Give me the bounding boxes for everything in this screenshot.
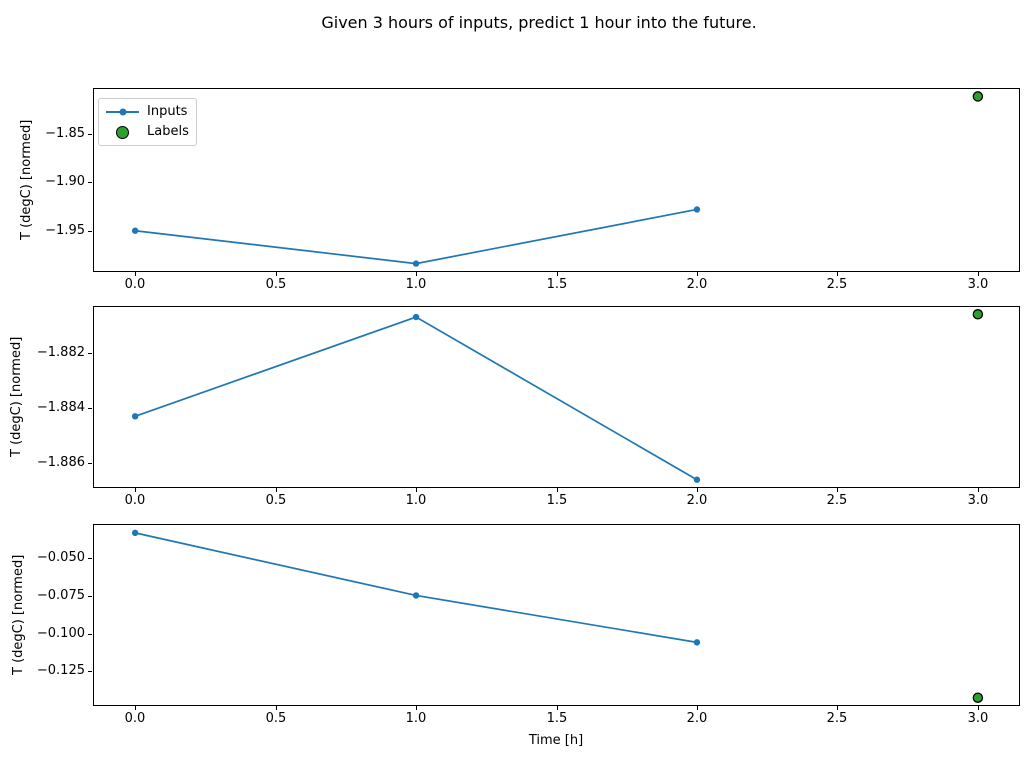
y-tick-mark: [88, 408, 92, 409]
subplot-1-canvas: [131, 91, 984, 267]
y-tick-label: −0.075: [36, 588, 85, 603]
x-tick-mark: [978, 488, 979, 492]
x-tick-mark: [416, 488, 417, 492]
x-tick-label: 0.5: [265, 277, 287, 292]
inputs-line-icon: [106, 108, 139, 116]
x-tick-mark: [837, 706, 838, 710]
legend-item-inputs: Inputs: [106, 103, 189, 121]
figure-title: Given 3 hours of inputs, predict 1 hour …: [321, 13, 757, 32]
inputs-line: [134, 532, 698, 644]
x-tick-label: 1.0: [405, 711, 427, 726]
x-tick-mark: [135, 706, 136, 710]
y-tick-mark: [88, 463, 92, 464]
x-tick-label: 1.5: [546, 711, 568, 726]
x-tick-label: 2.5: [826, 711, 848, 726]
subplot-1-plot-area: Inputs Labels: [93, 88, 1020, 272]
legend: Inputs Labels: [98, 98, 197, 146]
y-tick-mark: [88, 182, 92, 183]
y-tick-mark: [88, 634, 92, 635]
y-tick-mark: [88, 596, 92, 597]
x-tick-mark: [557, 272, 558, 276]
x-tick-mark: [416, 706, 417, 710]
labels-marker: [972, 91, 984, 102]
inputs-legend-swatch: [106, 108, 139, 116]
x-tick-mark: [557, 706, 558, 710]
x-tick-label: 2.5: [826, 493, 848, 508]
inputs-marker: [693, 206, 701, 213]
x-tick-label: 1.0: [405, 493, 427, 508]
x-tick-mark: [697, 272, 698, 276]
x-tick-mark: [837, 488, 838, 492]
inputs-marker: [693, 639, 701, 646]
x-tick-label: 3.0: [967, 711, 989, 726]
subplot-3-canvas: [131, 529, 984, 703]
y-tick-label: −0.100: [36, 626, 85, 641]
legend-label-labels: Labels: [147, 124, 189, 139]
y-tick-mark: [88, 134, 92, 135]
x-tick-mark: [557, 488, 558, 492]
subplot-2-plot-area: [93, 306, 1020, 488]
x-tick-mark: [135, 488, 136, 492]
inputs-marker: [131, 529, 139, 537]
labels-marker: [972, 692, 984, 703]
inputs-line: [135, 208, 698, 265]
x-tick-label: 2.0: [686, 711, 708, 726]
x-tick-mark: [697, 706, 698, 710]
labels-marker-icon: [116, 125, 129, 139]
x-tick-label: 2.0: [686, 277, 708, 292]
x-tick-mark: [276, 272, 277, 276]
x-tick-label: 0.5: [265, 493, 287, 508]
inputs-marker: [412, 260, 420, 267]
y-tick-label: −1.95: [45, 223, 85, 238]
legend-item-labels: Labels: [106, 123, 189, 141]
x-tick-label: 3.0: [967, 493, 989, 508]
x-tick-mark: [697, 488, 698, 492]
labels-legend-swatch: [106, 125, 139, 139]
y-tick-mark: [88, 353, 92, 354]
y-tick-label: −0.050: [36, 550, 85, 565]
x-tick-label: 0.0: [124, 277, 146, 292]
labels-marker: [972, 309, 984, 320]
inputs-marker-icon: [119, 108, 126, 116]
x-tick-label: 1.5: [546, 493, 568, 508]
x-tick-label: 0.0: [124, 493, 146, 508]
y-tick-label: −1.882: [36, 345, 85, 360]
x-tick-label: 2.5: [826, 277, 848, 292]
inputs-marker: [412, 313, 420, 321]
y-tick-mark: [88, 671, 92, 672]
y-tick-label: −1.90: [45, 174, 85, 189]
x-tick-mark: [978, 706, 979, 710]
y-tick-mark: [88, 231, 92, 232]
inputs-marker: [693, 476, 701, 483]
x-tick-label: 2.0: [686, 493, 708, 508]
x-tick-label: 0.5: [265, 711, 287, 726]
x-tick-mark: [837, 272, 838, 276]
inputs-marker: [131, 413, 139, 420]
x-tick-mark: [978, 272, 979, 276]
x-tick-mark: [276, 488, 277, 492]
legend-label-inputs: Inputs: [147, 104, 188, 119]
x-axis-label: Time [h]: [528, 733, 584, 748]
x-tick-label: 1.5: [546, 277, 568, 292]
inputs-line: [134, 316, 698, 481]
subplot-2-canvas: [131, 309, 984, 483]
x-tick-label: 3.0: [967, 277, 989, 292]
inputs-marker: [412, 592, 420, 599]
inputs-marker: [131, 227, 139, 234]
x-tick-mark: [276, 706, 277, 710]
y-tick-label: −1.886: [36, 455, 85, 470]
x-tick-mark: [416, 272, 417, 276]
x-tick-label: 1.0: [405, 277, 427, 292]
y-tick-label: −1.85: [45, 126, 85, 141]
subplot-3-plot-area: [93, 524, 1020, 706]
y-tick-label: −1.884: [36, 400, 85, 415]
x-tick-label: 0.0: [124, 711, 146, 726]
y-tick-mark: [88, 558, 92, 559]
y-tick-label: −0.125: [36, 663, 85, 678]
x-tick-mark: [135, 272, 136, 276]
